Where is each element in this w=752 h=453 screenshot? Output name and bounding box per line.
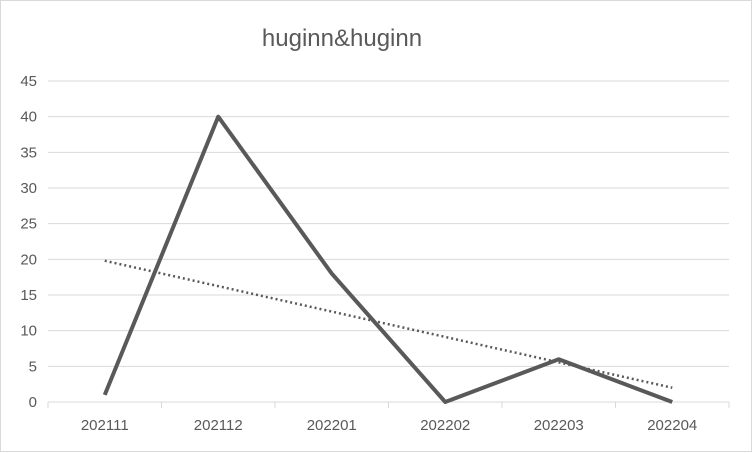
y-tick-label: 5 — [29, 358, 37, 375]
linear-trendline — [104, 259, 673, 389]
x-tick-label: 202201 — [307, 417, 357, 434]
y-tick-label: 30 — [20, 180, 37, 197]
x-tick-label: 202204 — [647, 417, 697, 434]
y-tick-label: 40 — [20, 109, 37, 126]
trendline-layer — [104, 259, 673, 389]
y-axis-tick-labels: 0 5 10 15 20 25 30 35 40 45 — [20, 73, 37, 411]
y-tick-label: 15 — [20, 287, 37, 304]
x-tick-label: 202202 — [420, 417, 470, 434]
series-layer — [102, 114, 673, 404]
y-tick-label: 25 — [20, 216, 37, 233]
x-tick-label: 202112 — [194, 417, 243, 434]
x-axis-tick-labels: 202111 202112 202201 202202 202203 202204 — [81, 417, 697, 434]
y-tick-label: 35 — [20, 144, 37, 161]
y-tick-label: 20 — [20, 251, 37, 268]
y-tick-label: 10 — [20, 323, 37, 340]
chart-title: huginn&huginn — [262, 25, 422, 52]
x-axis — [47, 401, 730, 408]
y-tick-label: 0 — [29, 394, 37, 411]
series-line — [102, 114, 673, 404]
x-tick-label: 202111 — [81, 417, 129, 434]
y-tick-label: 45 — [20, 73, 37, 90]
x-tick-label: 202203 — [534, 417, 584, 434]
